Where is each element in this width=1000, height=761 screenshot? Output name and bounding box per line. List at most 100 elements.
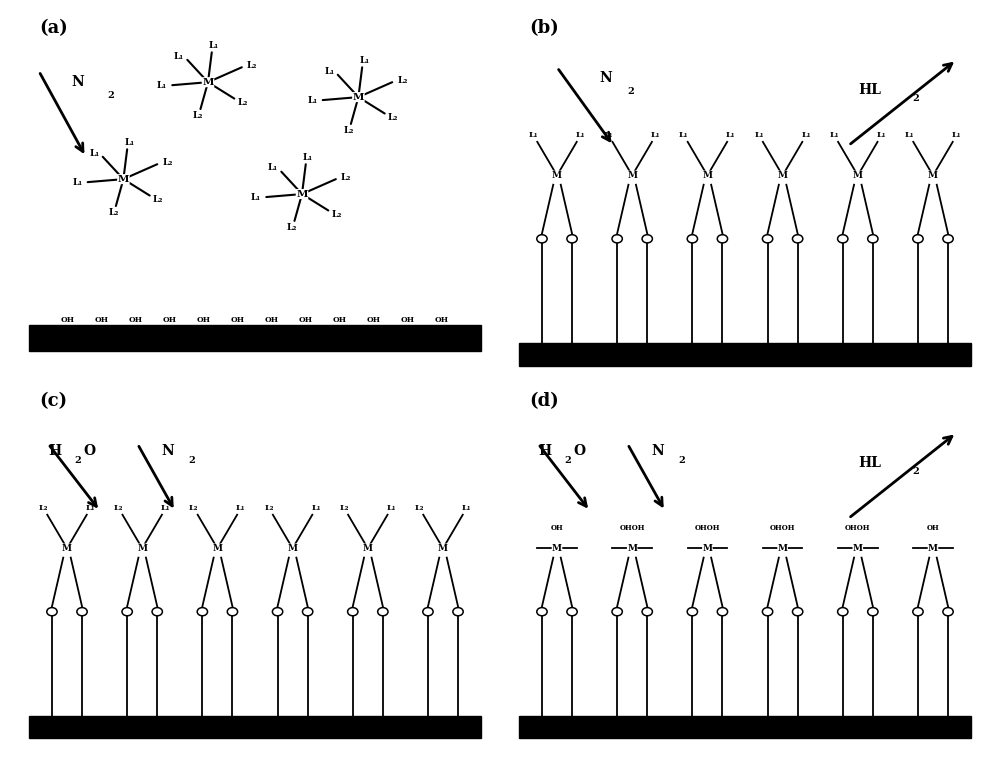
Text: L₁: L₁ — [174, 52, 184, 61]
Bar — [29, 716, 481, 738]
Text: L₁: L₁ — [86, 504, 95, 511]
Circle shape — [197, 607, 208, 616]
Text: M: M — [627, 544, 637, 552]
Text: L₂: L₂ — [397, 76, 408, 84]
Text: 2: 2 — [107, 91, 114, 100]
Text: L₂: L₂ — [415, 504, 424, 511]
Circle shape — [348, 607, 358, 616]
Text: H: H — [538, 444, 551, 458]
Text: L₂: L₂ — [264, 504, 274, 511]
Text: L₁: L₁ — [651, 131, 660, 139]
Text: L₁: L₁ — [311, 504, 321, 511]
Text: OH: OH — [265, 316, 279, 324]
Circle shape — [868, 234, 878, 243]
Text: N: N — [651, 444, 664, 458]
Text: 2: 2 — [564, 456, 571, 465]
Circle shape — [302, 607, 313, 616]
Text: 2: 2 — [628, 87, 634, 96]
Text: OH: OH — [401, 316, 415, 324]
Text: M: M — [552, 544, 562, 552]
Text: L₁: L₁ — [387, 504, 396, 511]
Circle shape — [913, 234, 923, 243]
Text: M: M — [928, 171, 938, 180]
Text: N: N — [161, 444, 174, 458]
Bar — [29, 324, 481, 351]
Text: L₁: L₁ — [324, 66, 334, 75]
Text: O: O — [83, 444, 96, 458]
Text: HL: HL — [858, 83, 881, 97]
Text: OH: OH — [231, 316, 245, 324]
Bar — [519, 716, 971, 738]
Text: L₂: L₂ — [340, 504, 349, 511]
Circle shape — [567, 234, 577, 243]
Text: M: M — [853, 544, 863, 552]
Text: M: M — [778, 544, 788, 552]
Text: L₂: L₂ — [343, 126, 354, 135]
Circle shape — [227, 607, 238, 616]
Text: M: M — [778, 171, 788, 180]
Text: L₁: L₁ — [209, 41, 219, 50]
Text: L₁: L₁ — [801, 131, 811, 139]
Text: L₂: L₂ — [189, 504, 199, 511]
Text: L₁: L₁ — [307, 96, 317, 104]
Text: (b): (b) — [529, 19, 559, 37]
Text: M: M — [137, 544, 147, 552]
Text: L₁: L₁ — [529, 131, 538, 139]
Circle shape — [762, 607, 773, 616]
Circle shape — [423, 607, 433, 616]
Text: L₁: L₁ — [251, 193, 261, 202]
Circle shape — [792, 234, 803, 243]
Text: OH: OH — [299, 316, 313, 324]
Text: OH: OH — [95, 316, 109, 324]
Text: L₁: L₁ — [124, 138, 135, 147]
Text: M: M — [202, 78, 214, 87]
Circle shape — [868, 607, 878, 616]
Text: (a): (a) — [39, 19, 68, 37]
Circle shape — [642, 607, 652, 616]
Text: L₁: L₁ — [877, 131, 886, 139]
Circle shape — [152, 607, 162, 616]
Text: H: H — [48, 444, 61, 458]
Text: L₁: L₁ — [952, 131, 961, 139]
Text: M: M — [928, 544, 938, 552]
Text: L₂: L₂ — [238, 98, 248, 107]
Text: L₂: L₂ — [341, 173, 351, 182]
Text: L₂: L₂ — [287, 223, 297, 232]
Text: OH: OH — [435, 316, 449, 324]
Circle shape — [537, 607, 547, 616]
Text: (d): (d) — [529, 392, 559, 409]
Text: L₁: L₁ — [905, 131, 914, 139]
Text: OH: OH — [333, 316, 347, 324]
Circle shape — [762, 234, 773, 243]
Text: OHOH: OHOH — [845, 524, 871, 531]
Circle shape — [612, 234, 622, 243]
Text: L₁: L₁ — [754, 131, 764, 139]
Text: L₁: L₁ — [303, 153, 313, 162]
Text: M: M — [702, 171, 712, 180]
Circle shape — [687, 234, 698, 243]
Text: 2: 2 — [912, 94, 919, 103]
Text: HL: HL — [858, 456, 881, 470]
Text: L₁: L₁ — [89, 148, 99, 158]
Text: L₁: L₁ — [268, 164, 278, 173]
Circle shape — [272, 607, 283, 616]
Text: L₂: L₂ — [247, 61, 257, 70]
Circle shape — [913, 607, 923, 616]
Text: OH: OH — [551, 524, 563, 531]
Text: L₁: L₁ — [726, 131, 736, 139]
Text: (c): (c) — [39, 392, 67, 409]
Circle shape — [792, 607, 803, 616]
Text: L₁: L₁ — [576, 131, 585, 139]
Text: M: M — [118, 174, 129, 183]
Text: L₂: L₂ — [162, 158, 173, 167]
Text: L₁: L₁ — [161, 504, 170, 511]
Text: OH: OH — [927, 524, 939, 531]
Circle shape — [537, 234, 547, 243]
Text: M: M — [702, 544, 712, 552]
Text: M: M — [853, 171, 863, 180]
Text: M: M — [62, 544, 72, 552]
Circle shape — [687, 607, 698, 616]
Text: M: M — [288, 544, 298, 552]
Text: OHOH: OHOH — [619, 524, 645, 531]
Circle shape — [453, 607, 463, 616]
